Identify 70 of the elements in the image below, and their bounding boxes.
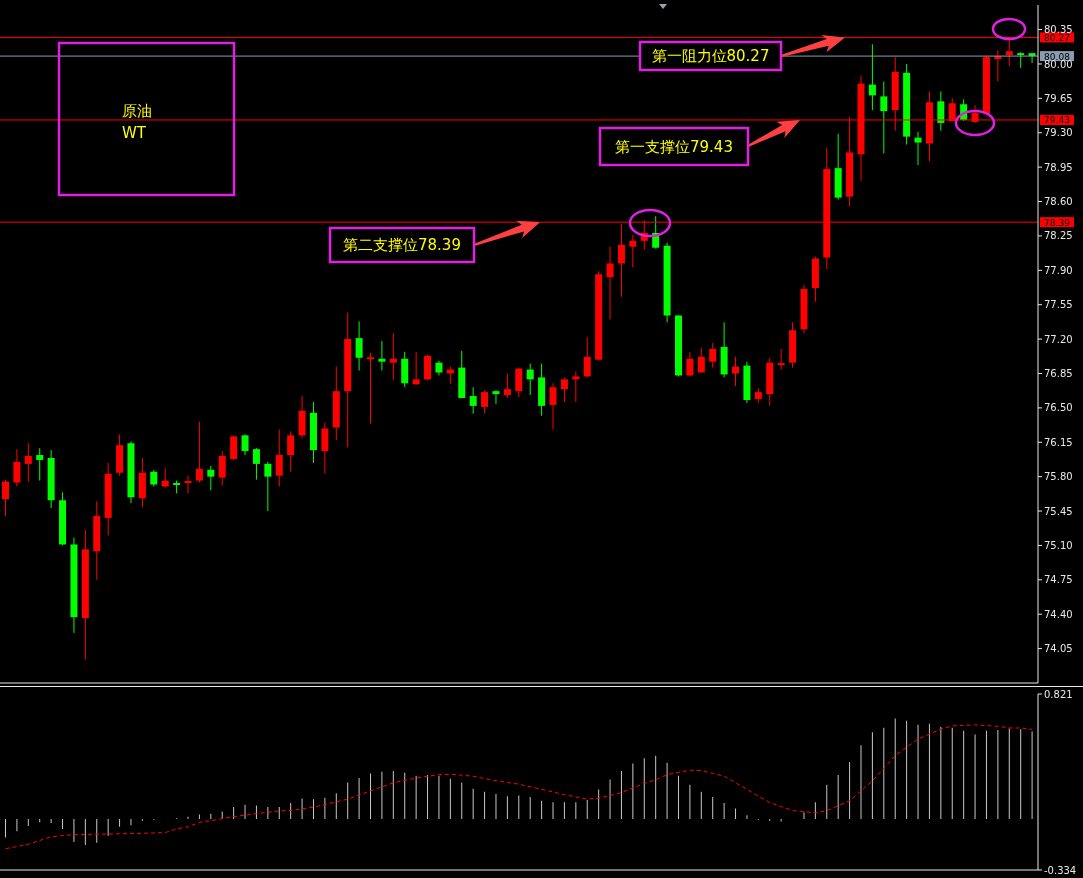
candlestick [275,428,283,487]
y-tick-label: 79.65 [1044,92,1073,104]
candlestick [367,352,375,425]
candlestick [2,479,9,517]
candlestick [606,246,614,320]
text: WT [122,124,147,142]
y-tick-label: 76.85 [1044,368,1073,380]
y-tick-label: 76.50 [1044,402,1073,414]
y-tick-label: -0.334 [1044,864,1077,876]
candlestick [549,382,557,430]
y-tick-label: 77.20 [1044,333,1073,345]
y-tick-label: 77.90 [1044,264,1073,276]
candlestick [378,340,386,372]
candlestick [583,336,591,378]
y-tick-label: 78.60 [1044,196,1073,208]
candlestick [207,465,215,491]
candlestick [252,447,260,481]
candlestick [195,421,203,484]
line-series [5,724,1033,850]
candlestick [777,348,785,371]
candlestick [526,363,534,396]
candlestick [230,434,238,461]
annotation: 第一支撑位79.43 [615,137,733,156]
candlestick [218,450,226,486]
candlestick [560,376,568,403]
annotation: 第一阻力位80.27 [651,47,770,65]
y-tick-label: 74.75 [1044,574,1073,586]
candlestick [13,448,21,487]
candlestick [389,332,397,381]
candlestick [629,234,637,268]
candlestick [24,442,32,483]
candlestick [481,389,489,415]
ref-line-label: 79.43 [1044,115,1070,126]
candlestick [424,354,432,381]
candlestick [572,371,580,403]
candlestick [355,320,363,372]
candlestick [492,389,500,405]
candlestick [1005,38,1013,67]
candlestick [241,433,249,456]
candlestick [868,43,876,111]
candlestick [412,351,420,386]
text: 原油 [122,102,152,120]
candlestick [469,386,477,415]
candlestick [515,367,523,398]
y-tick-label: 74.40 [1044,608,1073,620]
candlestick [686,351,694,377]
annotation: 第二支撑位78.39 [343,236,461,254]
candlestick [880,81,888,154]
candlestick [36,447,44,482]
ref-line-label: 80.27 [1044,32,1070,43]
candlestick [709,342,717,369]
y-tick-label: 77.55 [1044,299,1073,311]
candlestick [321,422,329,475]
candlestick [914,131,922,166]
y-tick-label: 76.15 [1044,436,1073,448]
candlestick [184,475,192,494]
candlestick [937,90,945,132]
y-tick-label: 0.821 [1044,688,1073,700]
y-tick-label: 78.95 [1044,161,1073,173]
ref-line-label: 78.39 [1044,217,1071,228]
y-tick-label: 74.05 [1044,643,1073,655]
candlestick [287,430,295,473]
y-tick-label: 78.25 [1044,230,1073,242]
candlestick [697,347,705,373]
y-tick-label: 75.10 [1044,539,1073,551]
y-tick-label: 75.45 [1044,505,1073,517]
y-tick-label: 79.30 [1044,127,1073,139]
candlestick [264,461,272,512]
y-tick-label: 75.80 [1044,471,1073,483]
candlestick [503,372,511,399]
